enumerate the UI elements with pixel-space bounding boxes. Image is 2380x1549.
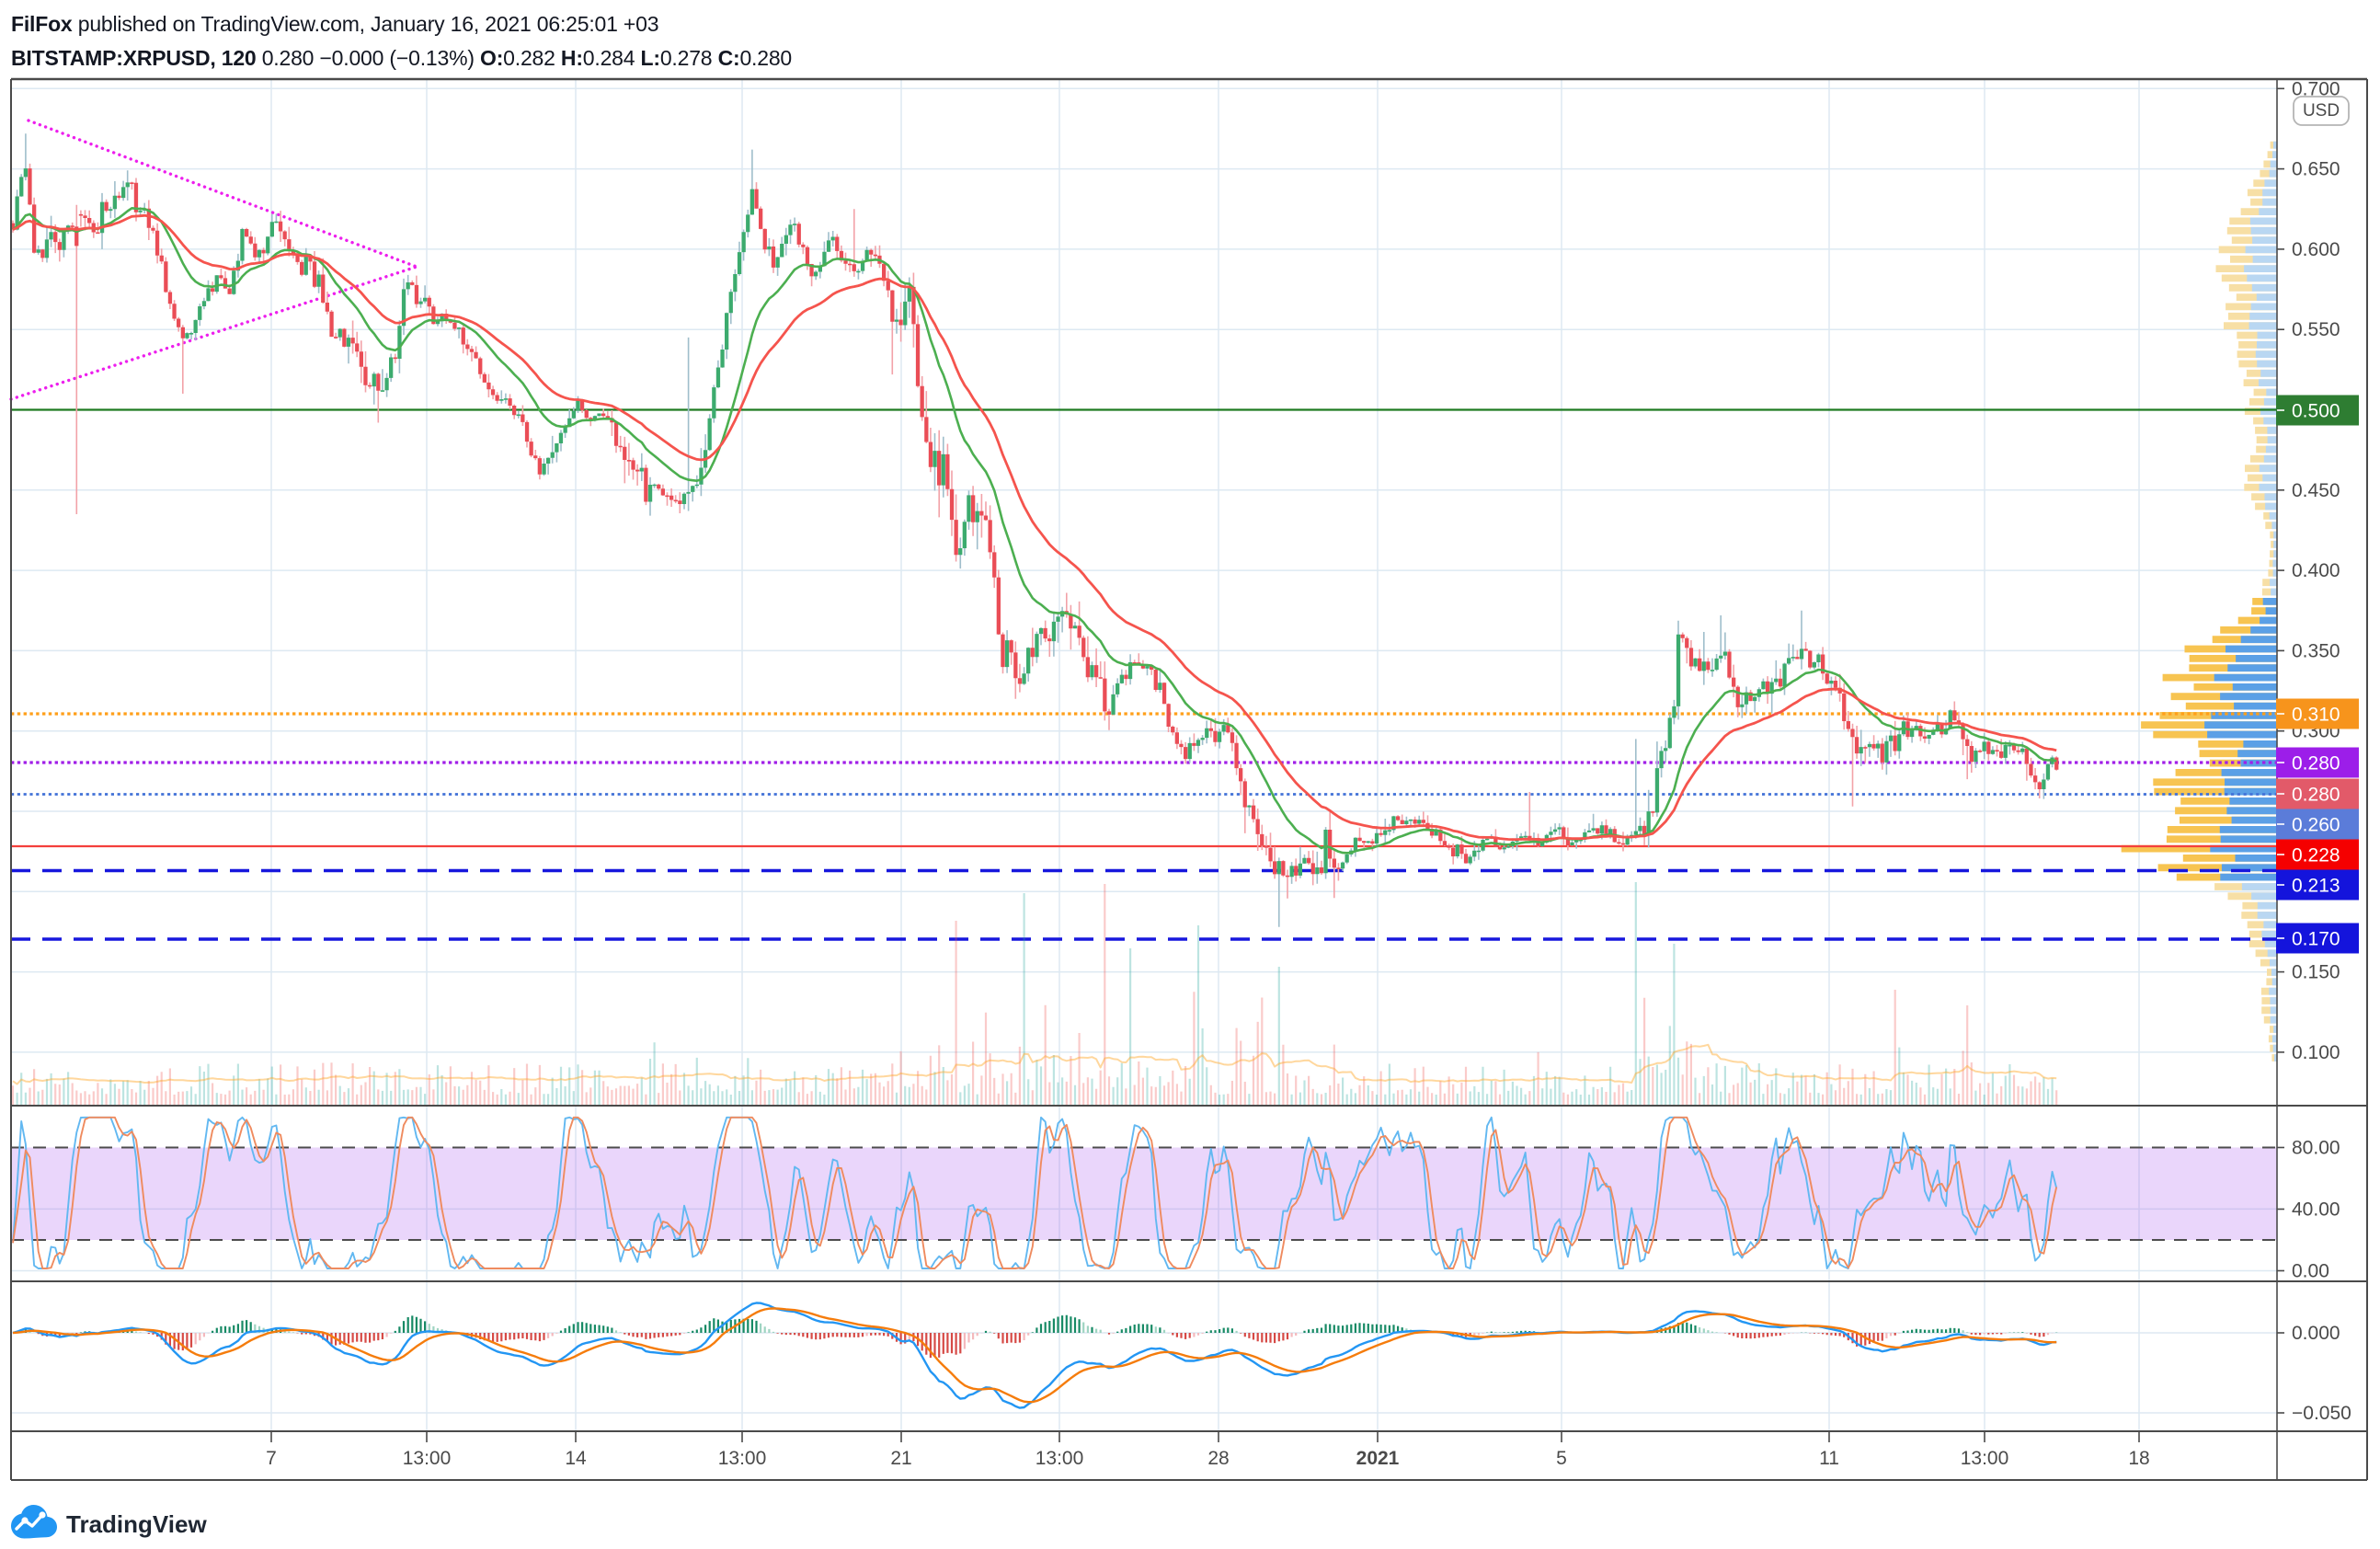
svg-text:TradingView: TradingView [66,1510,207,1538]
svg-text:0.500: 0.500 [2292,401,2340,422]
svg-text:−0.050: −0.050 [2292,1403,2351,1424]
svg-text:USD: USD [2303,101,2340,120]
svg-text:0.700: 0.700 [2292,78,2340,99]
svg-text:11: 11 [1819,1448,1839,1469]
svg-text:0.350: 0.350 [2292,640,2340,661]
svg-text:13:00: 13:00 [403,1448,452,1469]
svg-text:7: 7 [266,1448,277,1469]
svg-text:0.550: 0.550 [2292,319,2340,340]
svg-text:0.213: 0.213 [2292,876,2340,897]
svg-text:0.280: 0.280 [2292,785,2340,806]
svg-text:BITSTAMP:XRPUSD, 120 0.280 −0.: BITSTAMP:XRPUSD, 120 0.280 −0.000 (−0.13… [11,46,792,70]
svg-text:0.400: 0.400 [2292,560,2340,581]
svg-text:21: 21 [890,1448,911,1469]
svg-text:0.150: 0.150 [2292,962,2340,983]
svg-text:0.280: 0.280 [2292,753,2340,774]
svg-text:0.00: 0.00 [2292,1261,2329,1282]
svg-text:13:00: 13:00 [718,1448,767,1469]
svg-text:0.310: 0.310 [2292,705,2340,726]
svg-text:0.170: 0.170 [2292,929,2340,950]
svg-text:2021: 2021 [1356,1448,1400,1469]
svg-text:80.00: 80.00 [2292,1138,2340,1159]
svg-text:0.260: 0.260 [2292,815,2340,836]
svg-text:13:00: 13:00 [1961,1448,2009,1469]
svg-text:13:00: 13:00 [1036,1448,1084,1469]
svg-text:0.100: 0.100 [2292,1042,2340,1063]
svg-text:28: 28 [1207,1448,1229,1469]
svg-text:0.650: 0.650 [2292,159,2340,180]
svg-text:0.228: 0.228 [2292,845,2340,866]
svg-text:5: 5 [1556,1448,1567,1469]
svg-text:0.600: 0.600 [2292,239,2340,260]
svg-text:14: 14 [565,1448,587,1469]
svg-text:FilFox published on TradingVie: FilFox published on TradingView.com, Jan… [11,12,658,36]
svg-text:0.450: 0.450 [2292,480,2340,501]
svg-text:0.000: 0.000 [2292,1323,2340,1344]
svg-text:40.00: 40.00 [2292,1199,2340,1221]
svg-text:18: 18 [2128,1448,2149,1469]
